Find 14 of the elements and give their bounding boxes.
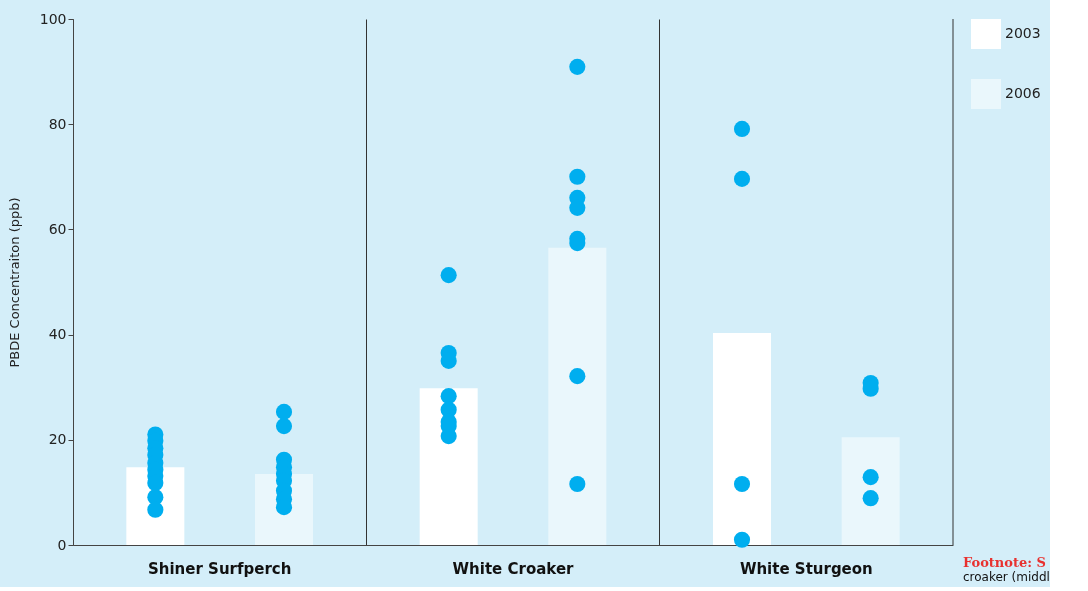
y-tick-label: 0 xyxy=(57,536,67,553)
y-tick-label: 40 xyxy=(48,326,67,343)
y-tick-label: 60 xyxy=(48,220,67,237)
legend-label: 2003 xyxy=(1005,25,1041,41)
text: Footnote: S xyxy=(963,555,1046,570)
x-tick-label: White Croaker xyxy=(452,559,575,578)
y-tick-label: 100 xyxy=(39,10,67,27)
y-tick-label: 80 xyxy=(48,115,67,132)
y-tick-label: 20 xyxy=(48,431,67,448)
legend-label: 2006 xyxy=(1005,85,1041,101)
x-tick-label: White Sturgeon xyxy=(739,559,873,578)
x-tick-label: Shiner Surfperch xyxy=(147,559,292,578)
y-axis-title: PBDE Concentraiton (ppb) xyxy=(6,197,22,368)
text: croaker (middl xyxy=(963,570,1050,584)
